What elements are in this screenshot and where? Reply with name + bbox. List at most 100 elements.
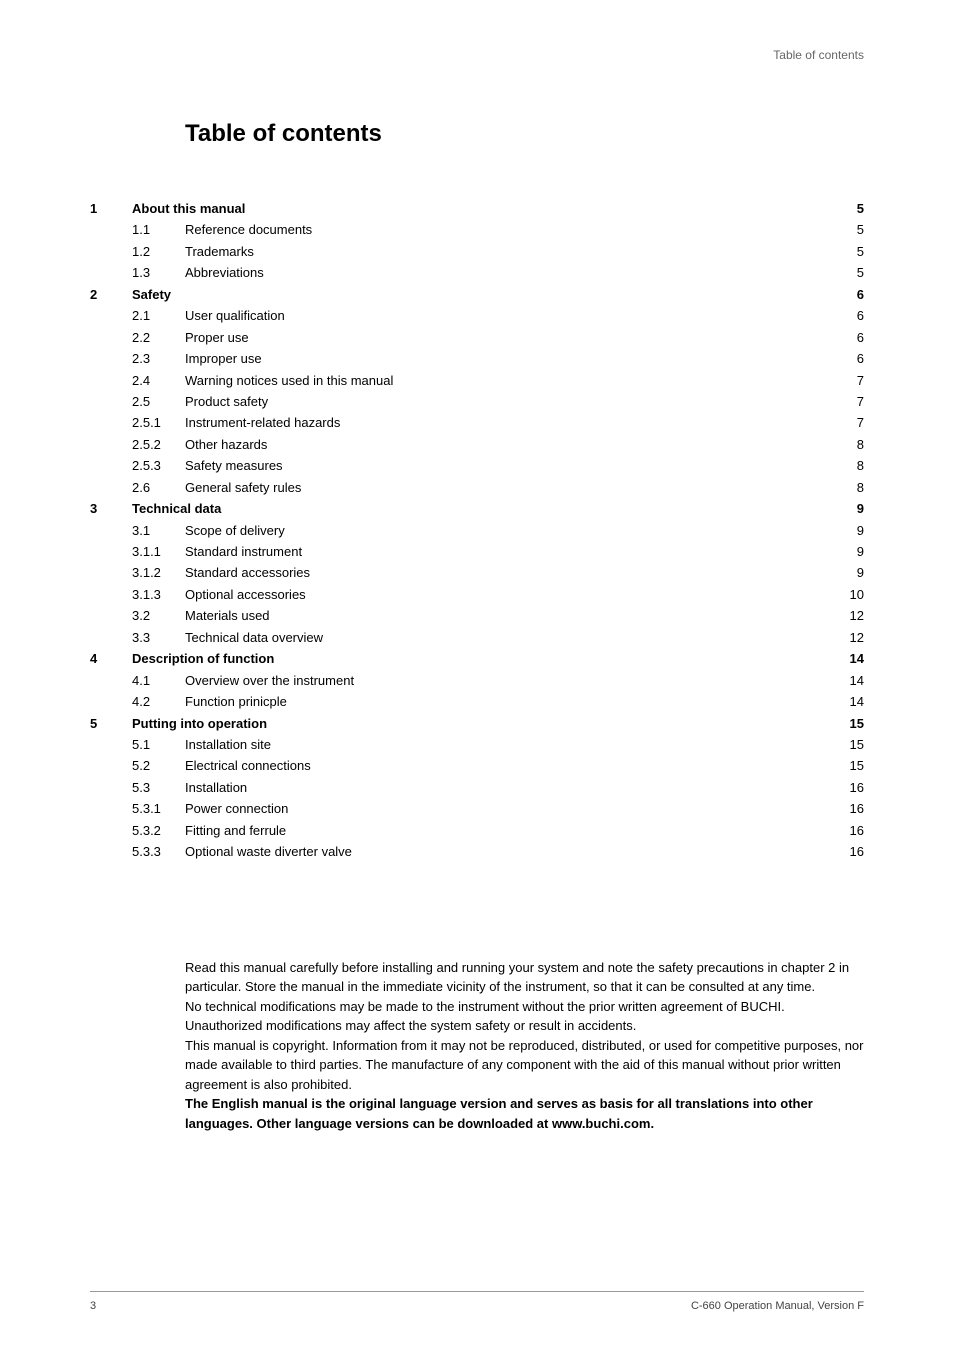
toc-page-number: 16 xyxy=(844,820,864,841)
toc-entry: 5.3.1Power connection 16 xyxy=(90,798,864,819)
toc-page-number: 6 xyxy=(844,348,864,369)
toc-entry: 1.2Trademarks5 xyxy=(90,241,864,262)
toc-entry-title: Technical data xyxy=(132,498,221,519)
body-paragraph: This manual is copyright. Information fr… xyxy=(185,1036,864,1095)
page-container: Table of contents 1About this manual51.1… xyxy=(0,0,954,1133)
toc-subsection-number: 3.1.3 xyxy=(132,584,185,605)
table-of-contents: 1About this manual51.1Reference document… xyxy=(90,198,864,863)
toc-subsection-number: 5.2 xyxy=(132,755,185,776)
toc-entry-title: Installation site xyxy=(185,734,271,755)
toc-page-number: 6 xyxy=(844,327,864,348)
toc-page-number: 16 xyxy=(844,841,864,862)
toc-entry-title: About this manual xyxy=(132,198,245,219)
toc-entry-title: Safety xyxy=(132,284,171,305)
toc-subsection-number: 2.5 xyxy=(132,391,185,412)
toc-section-number: 3 xyxy=(90,498,132,519)
toc-entry-title: Technical data overview xyxy=(185,627,323,648)
toc-entry-title: Warning notices used in this manual xyxy=(185,370,393,391)
toc-page-number: 5 xyxy=(844,219,864,240)
toc-entry: 4.2Function prinicple14 xyxy=(90,691,864,712)
toc-subsection-number: 2.5.3 xyxy=(132,455,185,476)
toc-subsection-number: 5.3 xyxy=(132,777,185,798)
toc-entry-title: Optional accessories xyxy=(185,584,306,605)
toc-subsection-number: 3.3 xyxy=(132,627,185,648)
toc-subsection-number: 2.5.2 xyxy=(132,434,185,455)
toc-subsection-number: 5.3.3 xyxy=(132,841,185,862)
toc-entry-title: Power connection xyxy=(185,798,288,819)
toc-entry: 1About this manual 5 xyxy=(90,198,864,219)
toc-entry-title: Instrument-related hazards xyxy=(185,412,340,433)
toc-entry: 1.3Abbreviations5 xyxy=(90,262,864,283)
toc-page-number: 8 xyxy=(844,434,864,455)
toc-subsection-number: 1.1 xyxy=(132,219,185,240)
toc-entry: 5.3.3Optional waste diverter valve16 xyxy=(90,841,864,862)
body-paragraph: No technical modifications may be made t… xyxy=(185,997,864,1036)
toc-section-number: 1 xyxy=(90,198,132,219)
toc-page-number: 15 xyxy=(844,713,864,734)
toc-entry-title: Trademarks xyxy=(185,241,254,262)
toc-entry: 4Description of function14 xyxy=(90,648,864,669)
toc-entry-title: Reference documents xyxy=(185,219,312,240)
toc-entry: 2.1User qualification6 xyxy=(90,305,864,326)
toc-page-number: 9 xyxy=(844,562,864,583)
toc-entry: 2.6General safety rules8 xyxy=(90,477,864,498)
toc-subsection-number: 2.4 xyxy=(132,370,185,391)
footer-document-title: C-660 Operation Manual, Version F xyxy=(691,1300,864,1312)
toc-page-number: 5 xyxy=(844,198,864,219)
toc-page-number: 15 xyxy=(844,734,864,755)
toc-section-number: 4 xyxy=(90,648,132,669)
toc-entry-title: Overview over the instrument xyxy=(185,670,354,691)
toc-section-number: 2 xyxy=(90,284,132,305)
toc-entry: 5.2Electrical connections 15 xyxy=(90,755,864,776)
header-section-label: Table of contents xyxy=(773,48,864,62)
body-paragraph: Read this manual carefully before instal… xyxy=(185,958,864,997)
toc-entry: 2Safety 6 xyxy=(90,284,864,305)
toc-entry-title: General safety rules xyxy=(185,477,301,498)
toc-entry: 2.4Warning notices used in this manual 7 xyxy=(90,370,864,391)
toc-entry-title: Scope of delivery xyxy=(185,520,285,541)
toc-subsection-number: 1.3 xyxy=(132,262,185,283)
toc-subsection-number: 2.5.1 xyxy=(132,412,185,433)
toc-entry: 5.3Installation16 xyxy=(90,777,864,798)
toc-page-number: 16 xyxy=(844,798,864,819)
toc-entry-title: Electrical connections xyxy=(185,755,311,776)
toc-entry: 5.3.2Fitting and ferrule16 xyxy=(90,820,864,841)
body-text-block: Read this manual carefully before instal… xyxy=(185,958,864,1134)
toc-subsection-number: 2.1 xyxy=(132,305,185,326)
toc-subsection-number: 1.2 xyxy=(132,241,185,262)
toc-entry-title: Putting into operation xyxy=(132,713,267,734)
toc-entry-title: Installation xyxy=(185,777,247,798)
footer-page-number: 3 xyxy=(90,1300,96,1312)
toc-entry-title: Safety measures xyxy=(185,455,283,476)
toc-entry: 2.5.1Instrument-related hazards 7 xyxy=(90,412,864,433)
page-footer: 3 C-660 Operation Manual, Version F xyxy=(90,1291,864,1312)
toc-entry-title: User qualification xyxy=(185,305,285,326)
toc-entry-title: Proper use xyxy=(185,327,249,348)
toc-page-number: 15 xyxy=(844,755,864,776)
toc-subsection-number: 2.3 xyxy=(132,348,185,369)
toc-subsection-number: 5.3.1 xyxy=(132,798,185,819)
toc-entry-title: Product safety xyxy=(185,391,268,412)
toc-subsection-number: 3.1.2 xyxy=(132,562,185,583)
toc-entry: 2.3Improper use 6 xyxy=(90,348,864,369)
toc-entry: 1.1Reference documents 5 xyxy=(90,219,864,240)
toc-entry: 3.1.2Standard accessories 9 xyxy=(90,562,864,583)
toc-heading: Table of contents xyxy=(185,120,864,148)
toc-entry: 5.1Installation site15 xyxy=(90,734,864,755)
toc-entry-title: Other hazards xyxy=(185,434,267,455)
toc-page-number: 7 xyxy=(844,412,864,433)
toc-entry: 3.2Materials used12 xyxy=(90,605,864,626)
toc-subsection-number: 2.2 xyxy=(132,327,185,348)
toc-page-number: 7 xyxy=(844,370,864,391)
toc-entry: 2.2Proper use 6 xyxy=(90,327,864,348)
toc-entry-title: Improper use xyxy=(185,348,262,369)
toc-entry-title: Materials used xyxy=(185,605,270,626)
toc-page-number: 14 xyxy=(844,648,864,669)
toc-page-number: 5 xyxy=(844,262,864,283)
toc-entry: 3.3Technical data overview12 xyxy=(90,627,864,648)
toc-entry: 2.5.2Other hazards 8 xyxy=(90,434,864,455)
toc-page-number: 9 xyxy=(844,541,864,562)
toc-page-number: 6 xyxy=(844,284,864,305)
toc-subsection-number: 3.2 xyxy=(132,605,185,626)
toc-entry-title: Standard accessories xyxy=(185,562,310,583)
